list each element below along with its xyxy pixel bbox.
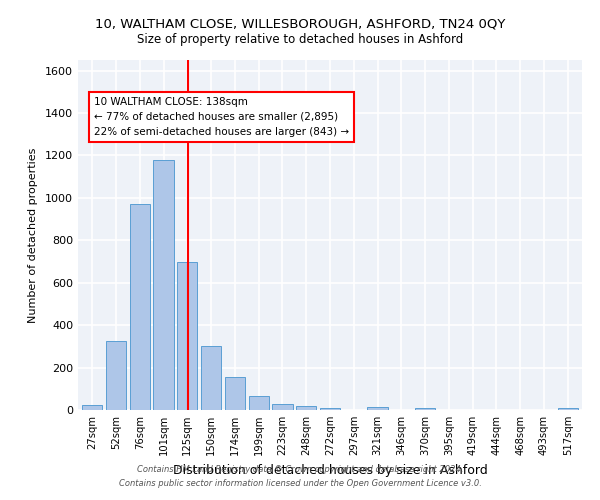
Bar <box>201 346 221 410</box>
Bar <box>82 404 103 410</box>
Bar <box>296 406 316 410</box>
Bar <box>130 204 150 410</box>
Bar <box>248 396 269 410</box>
Bar <box>106 341 126 410</box>
Bar <box>272 404 293 410</box>
Text: 10, WALTHAM CLOSE, WILLESBOROUGH, ASHFORD, TN24 0QY: 10, WALTHAM CLOSE, WILLESBOROUGH, ASHFOR… <box>95 18 505 30</box>
Bar <box>320 408 340 410</box>
Text: Size of property relative to detached houses in Ashford: Size of property relative to detached ho… <box>137 32 463 46</box>
Bar <box>557 408 578 410</box>
Bar <box>367 408 388 410</box>
Bar <box>154 160 173 410</box>
X-axis label: Distribution of detached houses by size in Ashford: Distribution of detached houses by size … <box>173 464 487 476</box>
Text: Contains HM Land Registry data © Crown copyright and database right 2024.
Contai: Contains HM Land Registry data © Crown c… <box>119 466 481 487</box>
Bar <box>415 408 435 410</box>
Bar <box>225 377 245 410</box>
Text: 10 WALTHAM CLOSE: 138sqm
← 77% of detached houses are smaller (2,895)
22% of sem: 10 WALTHAM CLOSE: 138sqm ← 77% of detach… <box>94 97 349 136</box>
Bar <box>177 262 197 410</box>
Y-axis label: Number of detached properties: Number of detached properties <box>28 148 38 322</box>
